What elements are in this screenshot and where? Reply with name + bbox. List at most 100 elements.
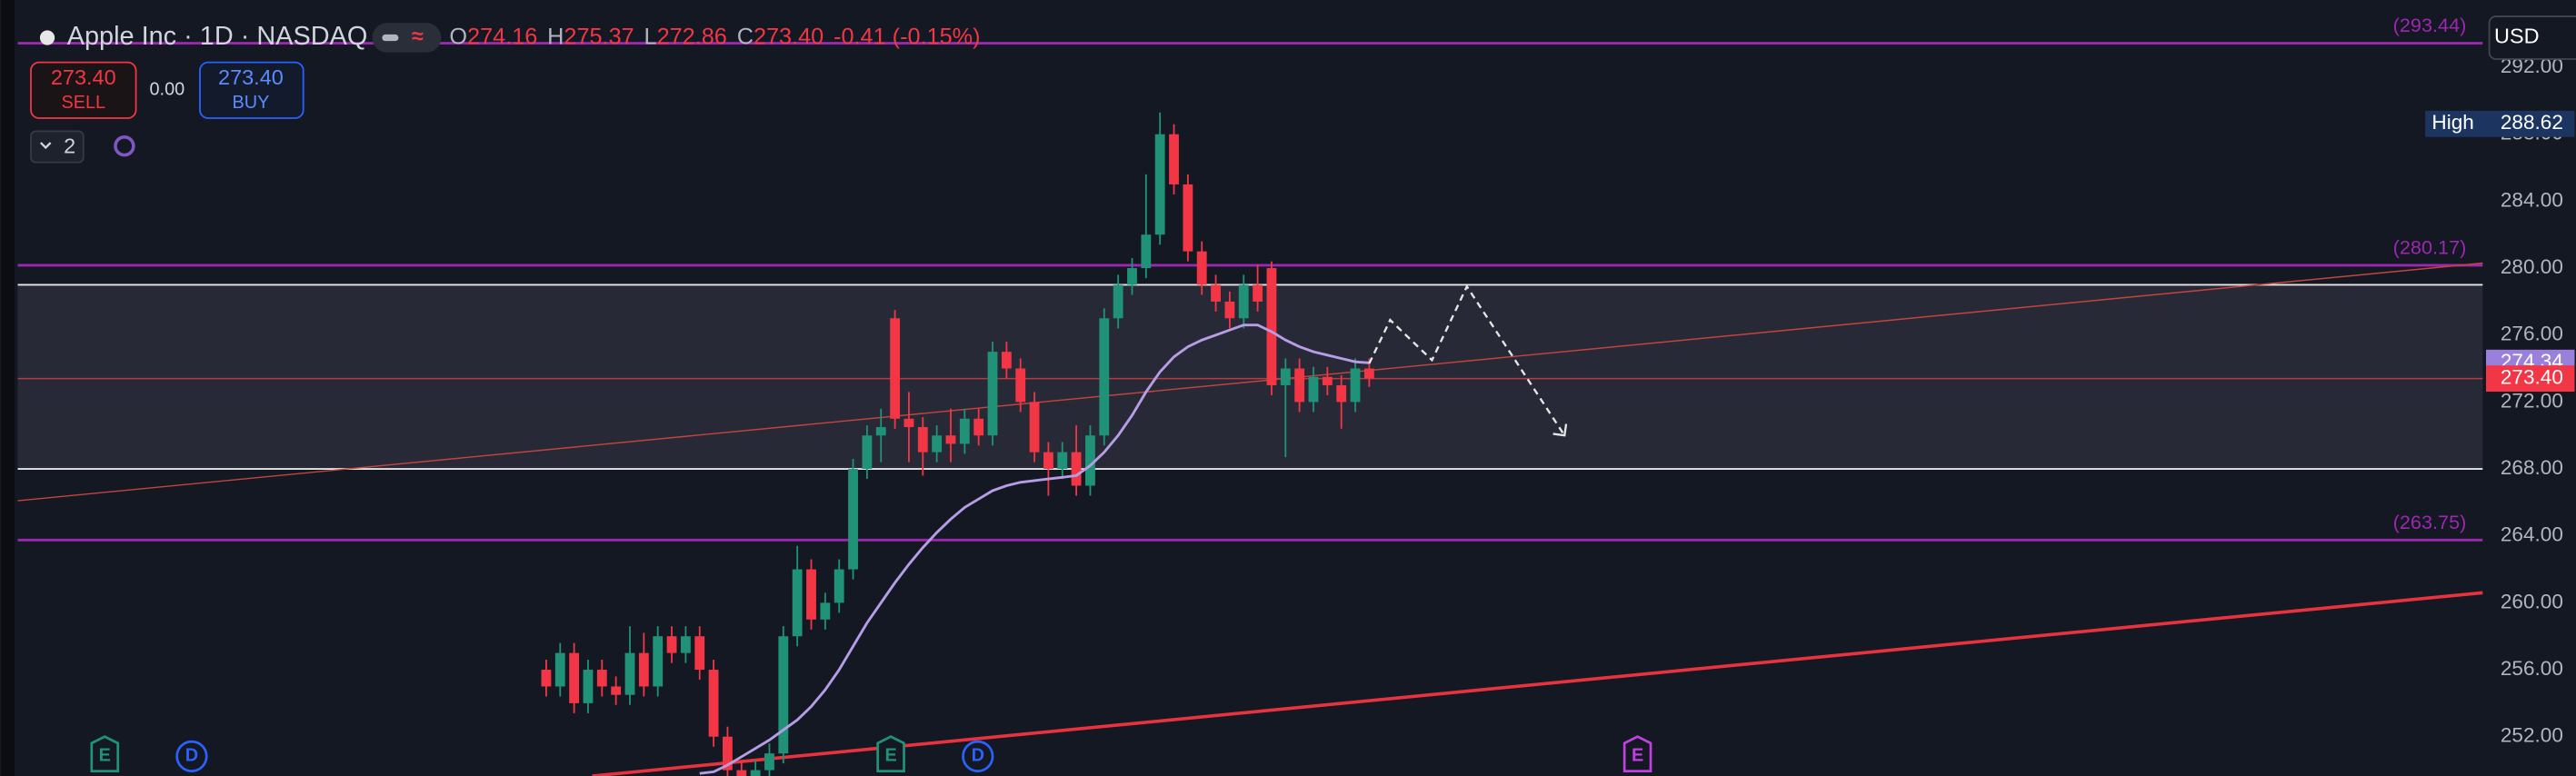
candle-body xyxy=(1266,268,1277,385)
y-tick-label: 284.00 xyxy=(2501,188,2563,211)
event-label: E xyxy=(99,746,111,766)
candle-body xyxy=(1238,284,1249,319)
y-tick-label: 256.00 xyxy=(2501,657,2563,680)
candle-body xyxy=(666,636,677,653)
candle-body xyxy=(554,652,565,687)
sell-price: 273.40 xyxy=(51,65,116,89)
candle-body xyxy=(708,670,719,737)
candle-body xyxy=(624,652,635,695)
symbol: Apple Inc · 1D · NASDAQ xyxy=(67,22,368,51)
candle-body xyxy=(736,770,747,776)
candle-body xyxy=(1253,284,1263,302)
candle-body xyxy=(541,670,552,687)
candle-body xyxy=(596,670,607,687)
visibility-pill[interactable] xyxy=(372,23,442,53)
candle-body xyxy=(1085,435,1095,486)
ohlc: O274.16 H275.37 L272.86 C273.40 -0.41 (-0.15… xyxy=(449,24,980,49)
spread: 0.00 xyxy=(150,80,185,100)
apple-logo xyxy=(39,30,55,45)
candle-body xyxy=(1015,368,1026,403)
ohlc-value: 275.37 xyxy=(564,24,634,49)
candle-body xyxy=(1363,368,1374,379)
candle-body xyxy=(1211,284,1221,302)
candle-body xyxy=(973,418,984,436)
pill-eye xyxy=(382,34,399,42)
price-badge-label: 273.40 xyxy=(2501,366,2563,389)
candle-body xyxy=(1196,251,1207,285)
candle-body xyxy=(1029,402,1040,453)
y-tick-label: 264.00 xyxy=(2501,523,2563,546)
event-label: E xyxy=(1632,746,1643,766)
high-badge-name: High xyxy=(2431,111,2473,134)
y-tick-label: 252.00 xyxy=(2501,724,2563,747)
candle-body xyxy=(1336,384,1347,403)
price-zone xyxy=(17,284,2483,470)
event-label: D xyxy=(972,746,984,766)
candle-body xyxy=(1294,368,1305,403)
candle-body xyxy=(1043,452,1053,470)
candle-body xyxy=(569,652,580,703)
buy-button[interactable] xyxy=(199,61,305,119)
candle-body xyxy=(764,753,774,771)
candle-body xyxy=(932,435,943,453)
ohlc-value: 273.40 xyxy=(754,24,824,49)
candle-body xyxy=(904,418,914,428)
candle-body xyxy=(1001,352,1012,369)
candle-body xyxy=(1154,134,1165,235)
price-badge xyxy=(2486,365,2575,393)
candle-body xyxy=(890,318,900,419)
buy-price: 273.40 xyxy=(218,65,284,89)
change: -0.41 (-0.15%) xyxy=(834,24,980,49)
ohlc-value: 274.16 xyxy=(467,24,537,49)
indicators-toggle[interactable] xyxy=(30,130,85,164)
candle-body xyxy=(1322,376,1333,385)
currency-box[interactable] xyxy=(2488,15,2576,60)
candle-body xyxy=(820,602,831,620)
candle-body xyxy=(834,569,844,603)
y-tick-label: 260.00 xyxy=(2501,590,2563,612)
candle-body xyxy=(792,569,803,637)
candle-body xyxy=(1141,234,1152,269)
high-badge xyxy=(2425,110,2575,137)
level-label: (293.44) xyxy=(2393,14,2467,36)
left-edge xyxy=(1,0,15,776)
event-marker[interactable] xyxy=(1622,735,1652,772)
event-marker[interactable] xyxy=(876,735,905,772)
event-label: E xyxy=(884,746,896,766)
trendline xyxy=(592,591,2483,776)
projection-arrow xyxy=(1553,423,1568,437)
ohlc-value: 272.86 xyxy=(657,24,727,49)
candle-body xyxy=(1280,368,1291,385)
candle-body xyxy=(680,636,691,653)
candle-body xyxy=(875,427,886,436)
candle-body xyxy=(959,418,970,444)
event-marker[interactable] xyxy=(90,735,120,772)
candle-body xyxy=(653,636,664,687)
ohlc-label: O xyxy=(449,24,467,49)
candle-body xyxy=(848,469,858,570)
ohlc-label: H xyxy=(547,24,564,49)
candle-body xyxy=(987,352,998,436)
sync-icon xyxy=(114,134,135,157)
event-marker[interactable] xyxy=(962,740,994,772)
sell-button[interactable] xyxy=(30,61,137,119)
sell-label: SELL xyxy=(61,93,105,113)
candle-body xyxy=(1183,184,1193,252)
candle-body xyxy=(1057,452,1068,470)
candle-body xyxy=(723,736,733,771)
candle-body xyxy=(1224,301,1235,319)
event-marker[interactable] xyxy=(175,740,208,772)
candle-body xyxy=(806,569,816,620)
pill-wave: ≈ xyxy=(412,25,424,48)
candle-body xyxy=(583,670,594,703)
projection xyxy=(1368,284,1566,436)
buy-label: BUY xyxy=(233,93,270,113)
candle-body xyxy=(694,636,705,671)
candle-body xyxy=(611,686,622,695)
chevron xyxy=(39,142,52,150)
moving-average xyxy=(699,323,1370,775)
high-badge-label: 288.62 xyxy=(2501,111,2563,134)
currency: USD xyxy=(2494,25,2540,48)
indicators-count: 2 xyxy=(64,134,75,158)
candle-body xyxy=(1350,368,1361,403)
